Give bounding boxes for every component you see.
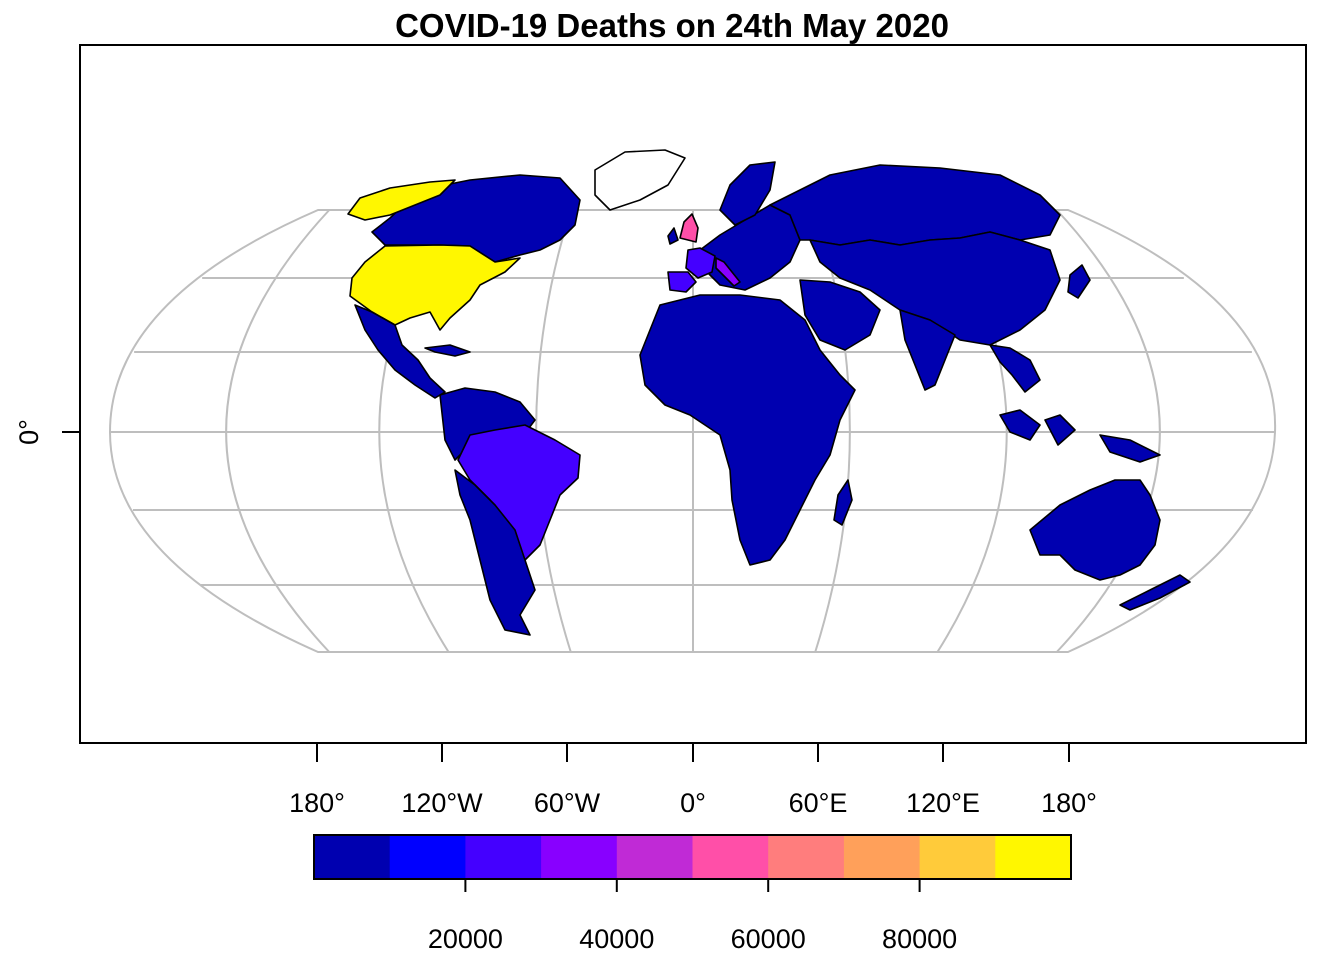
longitude-tick-label: 60°E [789, 788, 848, 818]
scandinavia [719, 161, 776, 226]
japan [1067, 264, 1091, 299]
longitude-tick-label: 120°W [401, 788, 483, 818]
southern-cone [454, 469, 536, 636]
legend-tick-label: 20000 [428, 924, 503, 954]
africa [639, 294, 856, 566]
indonesia [999, 409, 1161, 463]
legend-swatch [692, 835, 769, 879]
alaska [347, 179, 456, 221]
legend-swatch [995, 835, 1072, 879]
southeast-asia [989, 344, 1041, 393]
france [685, 247, 716, 279]
middle-east [799, 279, 881, 351]
central-asia-china [809, 231, 1061, 346]
india [899, 309, 956, 391]
legend-swatch [616, 835, 693, 879]
graticule-meridian [225, 209, 330, 653]
ireland [667, 227, 679, 245]
longitude-tick-label: 60°W [534, 788, 601, 818]
spain [667, 271, 697, 293]
australia [1029, 479, 1161, 581]
legend-swatch [919, 835, 996, 879]
legend-swatch [389, 835, 466, 879]
graticule-outline [108, 209, 1277, 653]
color-legend: 20000 40000 60000 80000 [313, 834, 1072, 954]
map-title: COVID-19 Deaths on 24th May 2020 [395, 7, 949, 44]
longitude-ticks: 180° 120°W 60°W 0° 60°E 120°E 180° [289, 743, 1097, 818]
legend-tick-label: 40000 [579, 924, 654, 954]
legend-tick-label: 80000 [882, 924, 957, 954]
graticule [108, 209, 1277, 653]
united-kingdom [679, 213, 699, 243]
legend-swatch [541, 835, 618, 879]
legend-tick-label: 60000 [731, 924, 806, 954]
legend-border [313, 834, 1072, 880]
new-zealand [1119, 574, 1191, 611]
longitude-tick-label: 120°E [906, 788, 980, 818]
russia [769, 164, 1061, 246]
united-states [349, 244, 521, 331]
y-axis-label: 0° [14, 419, 44, 445]
legend-swatch [465, 835, 542, 879]
cuba [424, 344, 471, 357]
longitude-tick-label: 0° [680, 788, 706, 818]
mexico [354, 304, 446, 399]
legend-swatch [843, 835, 921, 879]
madagascar [833, 479, 853, 526]
countries [347, 149, 1191, 636]
graticule-meridian [1056, 209, 1161, 653]
italy [715, 257, 741, 287]
legend-swatch [314, 835, 391, 879]
greenland [594, 149, 686, 211]
legend-swatch [768, 835, 845, 879]
longitude-tick-label: 180° [289, 788, 345, 818]
longitude-tick-label: 180° [1041, 788, 1097, 818]
